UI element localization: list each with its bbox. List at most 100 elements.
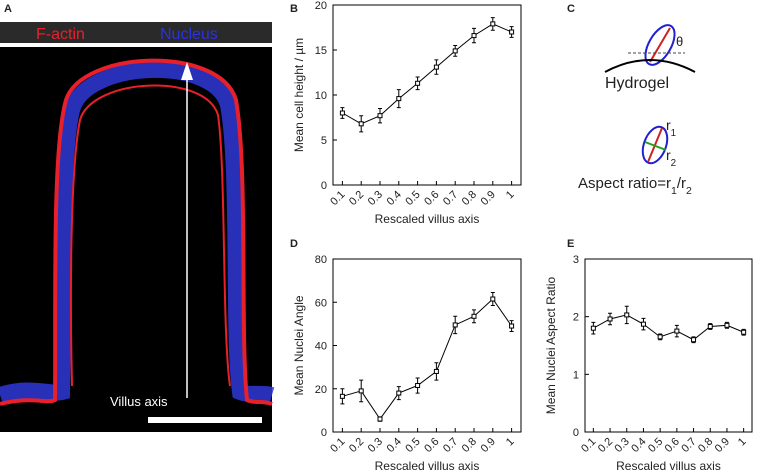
major-axis <box>649 27 671 63</box>
x-tick-label: 0.7 <box>441 436 460 455</box>
data-point <box>339 393 345 399</box>
y-tick-label: 60 <box>315 297 327 309</box>
data-point <box>741 329 747 335</box>
x-tick-label: 0.5 <box>646 436 665 455</box>
data-line <box>342 298 513 420</box>
x-tick-label: 0.7 <box>679 436 698 455</box>
data-point <box>358 121 364 127</box>
x-tick-label: 0.4 <box>385 436 404 455</box>
data-point <box>471 33 477 39</box>
data-point <box>490 21 496 27</box>
channel-label: F-actin <box>36 26 85 43</box>
radius-2-label: r2 <box>666 147 676 169</box>
aspect-formula: Aspect ratio=r1/r2 <box>578 175 692 197</box>
data-point <box>433 368 439 374</box>
data-point <box>396 96 402 102</box>
x-tick-label: 0.7 <box>441 189 460 208</box>
data-point <box>415 80 421 86</box>
x-tick-label: 0.5 <box>403 189 422 208</box>
panel-letter: E <box>567 238 574 250</box>
y-tick-label: 2 <box>573 312 579 324</box>
x-tick-label: 1 <box>736 436 749 449</box>
data-point <box>396 390 402 396</box>
x-tick-label: 0.1 <box>328 189 347 208</box>
actin-inner <box>69 84 231 387</box>
panel-letter: D <box>290 238 298 250</box>
x-tick-label: 0.9 <box>479 189 498 208</box>
y-tick-label: 80 <box>315 254 327 266</box>
data-point <box>590 325 596 331</box>
aspect-formula-part: Aspect ratio=r <box>578 175 671 192</box>
x-tick-label: 0.1 <box>579 436 598 455</box>
data-point <box>724 322 730 328</box>
y-tick-label: 3 <box>573 254 579 266</box>
x-tick-label: 0.9 <box>479 436 498 455</box>
data-point <box>674 328 680 334</box>
x-tick-label: 0.3 <box>366 189 385 208</box>
radius-2-line <box>644 141 667 151</box>
x-tick-label: 1 <box>504 189 517 202</box>
radius-2-label-part: r <box>666 147 671 163</box>
x-tick-label: 0.2 <box>347 189 366 208</box>
data-point <box>358 388 364 394</box>
arrow-label: Villus axis <box>110 394 168 409</box>
data-point <box>377 113 383 119</box>
y-tick-label: 0 <box>573 427 579 439</box>
data-point <box>471 313 477 319</box>
x-tick-label: 0.8 <box>460 436 479 455</box>
x-tick-label: 0.6 <box>663 436 682 455</box>
channel-label: Nucleus <box>160 26 218 43</box>
data-point <box>377 416 383 422</box>
nuclei-layer <box>0 62 275 403</box>
radius-2-label-part: 2 <box>671 158 676 169</box>
panel-letter: B <box>290 3 298 15</box>
data-point <box>490 296 496 302</box>
radius-1-label-part: r <box>666 117 671 133</box>
y-axis-label: Mean Nuclei Angle <box>292 295 306 395</box>
substrate-label: Hydrogel <box>605 75 669 92</box>
y-tick-label: 5 <box>321 135 327 147</box>
data-point <box>339 110 345 116</box>
data-point <box>433 64 439 70</box>
x-tick-label: 0.1 <box>328 436 347 455</box>
arrow-head <box>181 62 193 80</box>
hydrogel-surface <box>604 59 696 73</box>
plot-frame <box>332 258 522 433</box>
data-line <box>593 314 744 341</box>
data-point <box>607 316 613 322</box>
y-tick-label: 20 <box>315 0 327 12</box>
data-point <box>691 337 697 343</box>
data-line <box>342 23 512 125</box>
y-tick-label: 20 <box>315 384 327 396</box>
x-tick-label: 0.2 <box>596 436 615 455</box>
x-axis-label: Rescaled villus axis <box>616 459 721 473</box>
radius-1-label-part: 1 <box>671 128 676 139</box>
data-point <box>509 29 515 35</box>
data-point <box>640 321 646 327</box>
y-tick-label: 0 <box>321 180 327 192</box>
x-tick-label: 0.8 <box>460 189 479 208</box>
y-axis-label: Mean cell height / µm <box>292 38 306 152</box>
data-point <box>452 48 458 54</box>
actin-outer <box>0 58 273 406</box>
y-tick-label: 1 <box>573 369 579 381</box>
x-tick-label: 1 <box>504 436 517 449</box>
y-tick-label: 10 <box>315 90 327 102</box>
x-tick-label: 0.8 <box>696 436 715 455</box>
aspect-formula-part: 2 <box>686 185 692 197</box>
y-tick-label: 40 <box>315 341 327 353</box>
y-axis-label: Mean Nuclei Aspect Ratio <box>544 276 558 414</box>
data-point <box>452 322 458 328</box>
x-tick-label: 0.6 <box>422 189 441 208</box>
scale-bar <box>148 417 262 423</box>
x-tick-label: 0.6 <box>422 436 441 455</box>
x-tick-label: 0.2 <box>347 436 366 455</box>
x-tick-label: 0.3 <box>366 436 385 455</box>
y-tick-label: 15 <box>315 45 327 57</box>
panel-letter: A <box>4 3 12 15</box>
data-point <box>415 383 421 389</box>
x-tick-label: 0.9 <box>713 436 732 455</box>
x-tick-label: 0.5 <box>403 436 422 455</box>
y-tick-label: 0 <box>321 427 327 439</box>
